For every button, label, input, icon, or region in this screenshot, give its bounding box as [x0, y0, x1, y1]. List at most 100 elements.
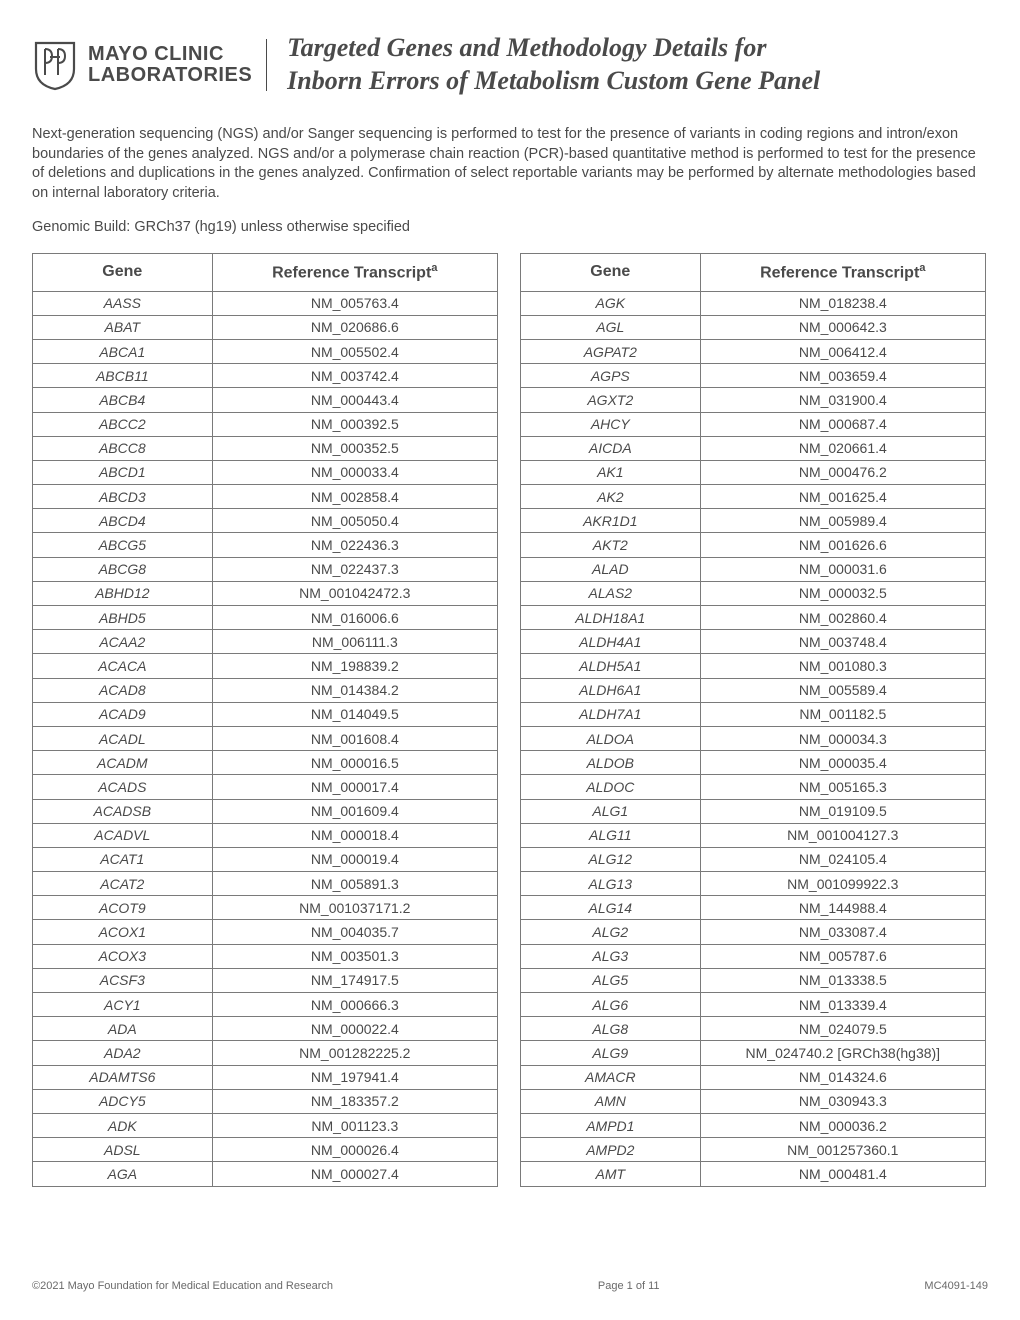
transcript-cell: NM_000018.4 [212, 823, 497, 847]
gene-cell: ALG5 [521, 968, 701, 992]
transcript-cell: NM_001609.4 [212, 799, 497, 823]
transcript-cell: NM_000033.4 [212, 460, 497, 484]
transcript-cell: NM_000027.4 [212, 1162, 497, 1186]
transcript-cell: NM_001257360.1 [700, 1138, 985, 1162]
transcript-cell: NM_174917.5 [212, 968, 497, 992]
transcript-cell: NM_001099922.3 [700, 872, 985, 896]
table-row: ABCD4NM_005050.4 [33, 509, 498, 533]
gene-cell: AMPD2 [521, 1138, 701, 1162]
gene-cell: ADAMTS6 [33, 1065, 213, 1089]
table-row: ABCD3NM_002858.4 [33, 485, 498, 509]
tables-container: Gene Reference Transcripta AASSNM_005763… [32, 253, 988, 1186]
table-row: ALDH18A1NM_002860.4 [521, 606, 986, 630]
transcript-cell: NM_004035.7 [212, 920, 497, 944]
table-row: AGPAT2NM_006412.4 [521, 339, 986, 363]
table-row: ALDOANM_000034.3 [521, 726, 986, 750]
transcript-cell: NM_000392.5 [212, 412, 497, 436]
gene-cell: ABCG8 [33, 557, 213, 581]
transcript-cell: NM_198839.2 [212, 654, 497, 678]
transcript-cell: NM_016006.6 [212, 606, 497, 630]
gene-cell: ALG13 [521, 872, 701, 896]
table-row: ACADVLNM_000018.4 [33, 823, 498, 847]
logo-line1: MAYO CLINIC [88, 44, 252, 65]
gene-cell: ABCD4 [33, 509, 213, 533]
gene-cell: ACAD8 [33, 678, 213, 702]
transcript-cell: NM_014049.5 [212, 702, 497, 726]
transcript-cell: NM_001282225.2 [212, 1041, 497, 1065]
table-row: ACAT2NM_005891.3 [33, 872, 498, 896]
gene-cell: ABCG5 [33, 533, 213, 557]
gene-cell: ALG1 [521, 799, 701, 823]
transcript-cell: NM_000476.2 [700, 460, 985, 484]
gene-table-left: Gene Reference Transcripta AASSNM_005763… [32, 253, 498, 1186]
gene-cell: ALDH6A1 [521, 678, 701, 702]
table-row: AK2NM_001625.4 [521, 485, 986, 509]
gene-cell: ABCA1 [33, 339, 213, 363]
table-row: ALG14NM_144988.4 [521, 896, 986, 920]
table-row: ABCA1NM_005502.4 [33, 339, 498, 363]
gene-cell: ADA [33, 1017, 213, 1041]
gene-cell: ACAT2 [33, 872, 213, 896]
table-row: ALG5NM_013338.5 [521, 968, 986, 992]
transcript-cell: NM_001123.3 [212, 1113, 497, 1137]
gene-cell: ALG3 [521, 944, 701, 968]
table-row: ALG12NM_024105.4 [521, 847, 986, 871]
gene-cell: ALDOC [521, 775, 701, 799]
table-row: ABCG5NM_022436.3 [33, 533, 498, 557]
transcript-cell: NM_003501.3 [212, 944, 497, 968]
gene-cell: AKT2 [521, 533, 701, 557]
gene-cell: ABHD5 [33, 606, 213, 630]
gene-cell: ALG11 [521, 823, 701, 847]
gene-cell: AMPD1 [521, 1113, 701, 1137]
table-row: ALDH4A1NM_003748.4 [521, 630, 986, 654]
table-row: ACY1NM_000666.3 [33, 993, 498, 1017]
transcript-cell: NM_001625.4 [700, 485, 985, 509]
table-row: ADCY5NM_183357.2 [33, 1089, 498, 1113]
table-row: ACACANM_198839.2 [33, 654, 498, 678]
table-row: ACOT9NM_001037171.2 [33, 896, 498, 920]
gene-cell: AK1 [521, 460, 701, 484]
transcript-cell: NM_024079.5 [700, 1017, 985, 1041]
table-row: AGPSNM_003659.4 [521, 364, 986, 388]
transcript-cell: NM_000019.4 [212, 847, 497, 871]
gene-cell: ADA2 [33, 1041, 213, 1065]
gene-cell: ADSL [33, 1138, 213, 1162]
transcript-cell: NM_005165.3 [700, 775, 985, 799]
transcript-cell: NM_013339.4 [700, 993, 985, 1017]
table-row: ALDOCNM_005165.3 [521, 775, 986, 799]
gene-cell: ABAT [33, 315, 213, 339]
gene-cell: ALAD [521, 557, 701, 581]
table-row: ACOX1NM_004035.7 [33, 920, 498, 944]
logo-text: MAYO CLINIC LABORATORIES [88, 44, 252, 86]
gene-cell: ALDH7A1 [521, 702, 701, 726]
table-row: ALG1NM_019109.5 [521, 799, 986, 823]
gene-cell: ALG8 [521, 1017, 701, 1041]
gene-cell: ACOT9 [33, 896, 213, 920]
gene-cell: ABHD12 [33, 581, 213, 605]
transcript-cell: NM_001042472.3 [212, 581, 497, 605]
transcript-cell: NM_033087.4 [700, 920, 985, 944]
transcript-cell: NM_001608.4 [212, 726, 497, 750]
transcript-cell: NM_000036.2 [700, 1113, 985, 1137]
table-row: ACADSBNM_001609.4 [33, 799, 498, 823]
transcript-cell: NM_000022.4 [212, 1017, 497, 1041]
transcript-cell: NM_020686.6 [212, 315, 497, 339]
table-row: ACOX3NM_003501.3 [33, 944, 498, 968]
transcript-cell: NM_183357.2 [212, 1089, 497, 1113]
transcript-cell: NM_005763.4 [212, 291, 497, 315]
transcript-cell: NM_006111.3 [212, 630, 497, 654]
transcript-cell: NM_006412.4 [700, 339, 985, 363]
gene-cell: ALG14 [521, 896, 701, 920]
gene-cell: ABCB4 [33, 388, 213, 412]
table-row: ALG3NM_005787.6 [521, 944, 986, 968]
gene-cell: ADK [33, 1113, 213, 1137]
transcript-cell: NM_014384.2 [212, 678, 497, 702]
transcript-cell: NM_003742.4 [212, 364, 497, 388]
table-row: ACADSNM_000017.4 [33, 775, 498, 799]
transcript-cell: NM_000666.3 [212, 993, 497, 1017]
mayo-shield-icon [32, 39, 78, 91]
table-row: ACAD9NM_014049.5 [33, 702, 498, 726]
transcript-cell: NM_000016.5 [212, 751, 497, 775]
transcript-cell: NM_000032.5 [700, 581, 985, 605]
transcript-cell: NM_002858.4 [212, 485, 497, 509]
